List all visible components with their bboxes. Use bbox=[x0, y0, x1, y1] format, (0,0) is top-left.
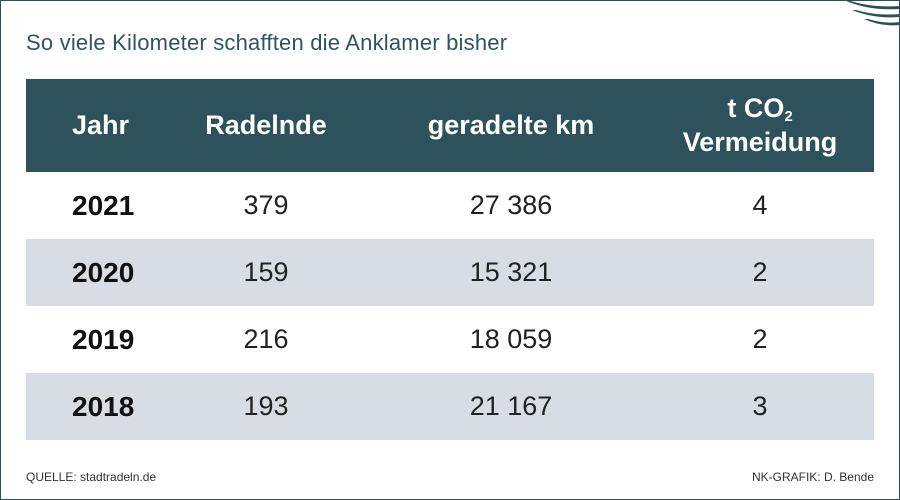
table-header: Jahr Radelnde geradelte km t CO2 Vermeid… bbox=[26, 79, 874, 172]
table-row: 2020 159 15 321 2 bbox=[26, 239, 874, 306]
table-row: 2021 379 27 386 4 bbox=[26, 172, 874, 239]
chart-title: So viele Kilometer schafften die Anklame… bbox=[26, 30, 508, 55]
header-co2: t CO2 Vermeidung bbox=[646, 92, 874, 158]
cell-jahr: 2021 bbox=[72, 189, 135, 221]
cell-jahr: 2018 bbox=[72, 390, 135, 422]
source-note: QUELLE: stadtradeln.de bbox=[26, 470, 157, 484]
header-co2-prefix: t CO bbox=[727, 93, 785, 124]
cell-co2: 4 bbox=[752, 190, 768, 221]
header-co2-subscript: 2 bbox=[784, 108, 793, 126]
corner-stripes-decoration bbox=[844, 0, 900, 26]
data-table: Jahr Radelnde geradelte km t CO2 Vermeid… bbox=[26, 79, 874, 440]
cell-radelnde: 379 bbox=[243, 190, 289, 220]
cell-radelnde: 159 bbox=[243, 257, 289, 287]
header-km: geradelte km bbox=[427, 110, 595, 140]
cell-km: 21 167 bbox=[469, 391, 553, 421]
header-jahr: Jahr bbox=[72, 110, 130, 140]
header-co2-line2: Vermeidung bbox=[682, 127, 838, 158]
cell-radelnde: 193 bbox=[243, 391, 289, 421]
cell-co2: 2 bbox=[752, 324, 768, 355]
graphic-credit: NK-GRAFIK: D. Bende bbox=[751, 470, 874, 484]
cell-co2: 3 bbox=[752, 391, 768, 422]
cell-km: 15 321 bbox=[469, 257, 553, 287]
cell-km: 18 059 bbox=[469, 324, 553, 354]
cell-km: 27 386 bbox=[469, 190, 553, 220]
table-row: 2018 193 21 167 3 bbox=[26, 373, 874, 440]
cell-co2: 2 bbox=[752, 257, 768, 288]
table-row: 2019 216 18 059 2 bbox=[26, 306, 874, 373]
cell-radelnde: 216 bbox=[243, 324, 289, 354]
header-radelnde: Radelnde bbox=[205, 110, 327, 140]
cell-jahr: 2020 bbox=[72, 256, 135, 288]
cell-jahr: 2019 bbox=[72, 323, 135, 355]
